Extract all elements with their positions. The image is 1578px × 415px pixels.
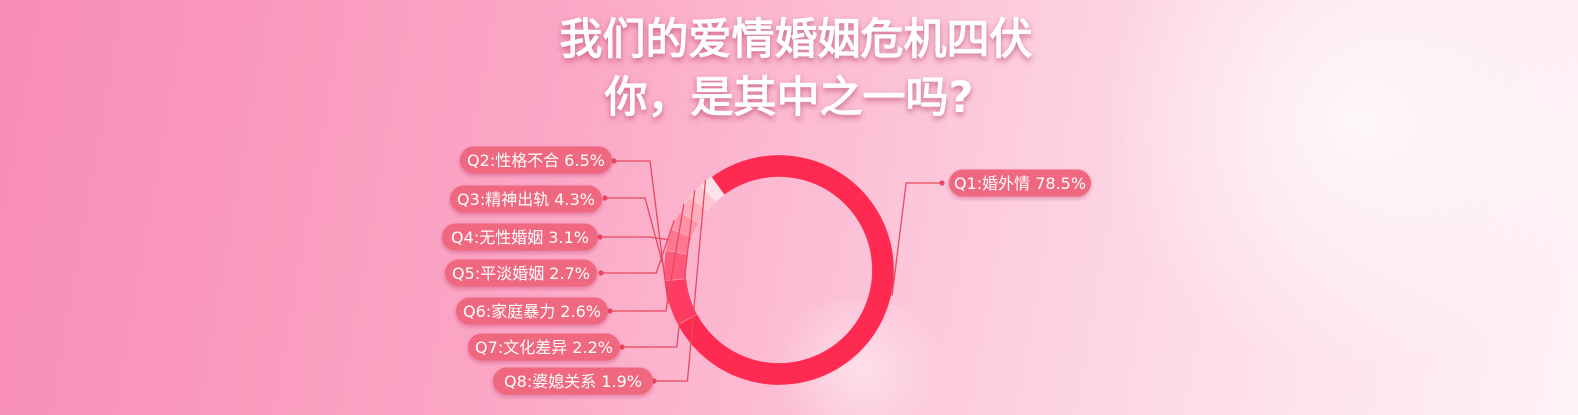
leader-dot xyxy=(619,344,625,350)
leader-dot xyxy=(598,270,604,276)
leader-line xyxy=(605,197,664,266)
leader-line xyxy=(601,219,675,274)
label-pill xyxy=(468,333,620,361)
leader-dot xyxy=(597,234,603,240)
leader-line xyxy=(614,160,669,304)
slice-label: Q7:文化差异 2.2% xyxy=(475,338,613,357)
title-line-2: 你，是其中之一吗? xyxy=(604,73,974,123)
slice-label: Q1:婚外情 78.5% xyxy=(954,174,1086,193)
label-pill xyxy=(445,259,597,287)
slice-label: Q3:精神出轨 4.3% xyxy=(457,190,595,209)
leader-line xyxy=(622,190,696,348)
label-pill xyxy=(450,185,602,213)
slice-label: Q2:性格不合 6.5% xyxy=(467,151,605,170)
donut-slice xyxy=(671,211,700,238)
donut-ring xyxy=(663,154,895,386)
donut-slice xyxy=(677,154,895,386)
leader-line xyxy=(610,203,685,312)
label-pill xyxy=(493,367,653,395)
label-pill xyxy=(442,223,598,251)
leader-dot xyxy=(611,158,617,164)
slice-label: Q6:家庭暴力 2.6% xyxy=(463,302,601,321)
leader-line xyxy=(600,236,668,241)
leader-dot xyxy=(939,180,945,186)
label-pill xyxy=(949,169,1091,197)
slice-label: Q5:平淡婚姻 2.7% xyxy=(452,264,590,283)
title-line-1: 我们的爱情婚姻危机四伏 xyxy=(559,15,1033,65)
label-pill xyxy=(460,146,612,174)
slice-label: Q8:婆媳关系 1.9% xyxy=(504,372,642,391)
leader-dot xyxy=(602,195,608,201)
slice-labels: Q1:婚外情 78.5% Q2:性格不合 6.5% Q3:精神出轨 4.3% Q4:无… xyxy=(442,146,1091,395)
leader-line xyxy=(891,182,942,296)
slice-label: Q4:无性婚姻 3.1% xyxy=(451,228,589,247)
donut-slice xyxy=(700,176,725,203)
donut-slice xyxy=(689,185,717,212)
leader-lines xyxy=(597,158,945,384)
label-pill xyxy=(456,297,608,325)
leader-line xyxy=(654,180,707,382)
leader-dot xyxy=(607,308,613,314)
